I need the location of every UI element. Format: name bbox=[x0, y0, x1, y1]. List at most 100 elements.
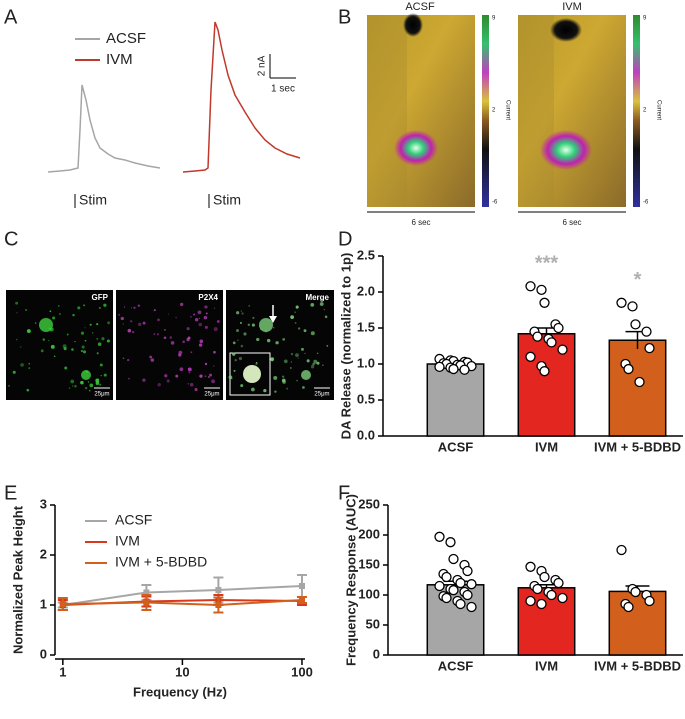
spot bbox=[193, 313, 196, 316]
y-tick-label: 1.5 bbox=[357, 319, 375, 334]
spot bbox=[91, 332, 94, 334]
spot bbox=[296, 379, 298, 382]
spot bbox=[213, 307, 216, 309]
panel-c: GFP P2X4 Merge 25μm 25μm 25μm bbox=[6, 290, 334, 400]
spot bbox=[28, 362, 31, 365]
spot bbox=[97, 342, 102, 346]
data-point bbox=[623, 363, 634, 375]
data-point bbox=[434, 531, 445, 542]
spot bbox=[198, 322, 203, 327]
spot bbox=[282, 375, 285, 378]
spot bbox=[274, 390, 277, 393]
spot bbox=[99, 383, 102, 386]
spot bbox=[103, 303, 107, 307]
data-point bbox=[536, 284, 547, 295]
spot bbox=[194, 317, 199, 322]
arrow-head bbox=[269, 316, 277, 323]
spot bbox=[187, 383, 190, 385]
spot bbox=[182, 340, 185, 344]
marker bbox=[298, 583, 305, 589]
y-tick-label: 3 bbox=[40, 496, 47, 511]
colorbar-label: Current bbox=[504, 100, 510, 120]
spot bbox=[187, 367, 191, 371]
spot bbox=[233, 369, 236, 372]
y-tick-label: 0 bbox=[40, 646, 47, 661]
spot bbox=[290, 361, 292, 363]
spot bbox=[189, 382, 194, 387]
y-axis-label: Normalized Peak Height bbox=[10, 505, 25, 654]
panel-label: C bbox=[4, 228, 18, 250]
spot bbox=[84, 386, 88, 390]
heatmap-blob bbox=[540, 130, 592, 170]
spot bbox=[163, 336, 167, 340]
x-tick-label: IVM bbox=[535, 658, 558, 673]
y-tick-label: 150 bbox=[358, 556, 380, 571]
spot bbox=[127, 328, 132, 333]
significance: *** bbox=[535, 253, 559, 275]
heatmap-shade bbox=[367, 15, 407, 207]
panel-a: ACSF IVM 2 nA 1 sec Stim Stim bbox=[47, 21, 301, 208]
spot bbox=[34, 322, 37, 324]
spot bbox=[186, 327, 190, 331]
spot bbox=[48, 339, 50, 342]
spot bbox=[87, 381, 90, 383]
y-tick-label: 200 bbox=[358, 526, 380, 541]
spot bbox=[255, 362, 258, 364]
spot bbox=[175, 374, 179, 378]
spot bbox=[95, 378, 100, 383]
y-tick-label: 100 bbox=[358, 586, 380, 601]
marker bbox=[143, 599, 150, 606]
spot bbox=[187, 367, 192, 372]
marker bbox=[215, 602, 222, 608]
spot bbox=[66, 333, 69, 336]
cell bbox=[243, 365, 261, 383]
data-point bbox=[616, 297, 627, 308]
heatmap-blob bbox=[394, 130, 438, 166]
spot bbox=[129, 320, 133, 323]
cell bbox=[301, 370, 311, 380]
spot bbox=[248, 305, 250, 307]
spot bbox=[213, 327, 218, 332]
data-point bbox=[532, 331, 543, 342]
y-tick-label: 2 bbox=[40, 546, 47, 561]
y-axis-label: DA Release (normalized to 1p) bbox=[338, 253, 353, 440]
data-point bbox=[546, 589, 557, 601]
data-point bbox=[455, 598, 466, 610]
colorbar-tick: -6 bbox=[492, 200, 498, 206]
spot bbox=[322, 364, 324, 366]
spot bbox=[266, 338, 271, 343]
data-point bbox=[448, 585, 459, 596]
bar bbox=[608, 339, 667, 437]
y-tick-label: 0 bbox=[373, 646, 380, 661]
spot bbox=[26, 388, 30, 392]
panel-label: B bbox=[338, 6, 351, 28]
data-point bbox=[644, 343, 655, 354]
marker bbox=[298, 597, 305, 603]
spot bbox=[25, 309, 27, 311]
data-point bbox=[553, 322, 564, 334]
colorbar-tick: 2 bbox=[643, 108, 647, 114]
spot bbox=[122, 357, 125, 360]
channel-label: Merge bbox=[305, 293, 329, 302]
spot bbox=[190, 316, 192, 318]
y-tick-label: 250 bbox=[358, 496, 380, 511]
marker bbox=[59, 601, 66, 607]
spot bbox=[20, 346, 22, 348]
spot bbox=[96, 352, 99, 355]
spot bbox=[205, 312, 208, 315]
y-tick-label: 1 bbox=[40, 596, 47, 611]
data-point bbox=[462, 565, 473, 577]
time-label: 6 sec bbox=[411, 218, 430, 227]
data-point bbox=[557, 344, 568, 355]
spot bbox=[290, 352, 294, 356]
spot bbox=[290, 315, 295, 320]
spot bbox=[310, 365, 315, 369]
spot bbox=[77, 306, 81, 310]
data-point bbox=[455, 577, 466, 589]
spot bbox=[71, 348, 74, 351]
spot bbox=[83, 304, 86, 307]
heatmap bbox=[367, 15, 475, 207]
spot bbox=[316, 352, 319, 355]
cell bbox=[39, 318, 53, 332]
spot bbox=[169, 336, 173, 339]
